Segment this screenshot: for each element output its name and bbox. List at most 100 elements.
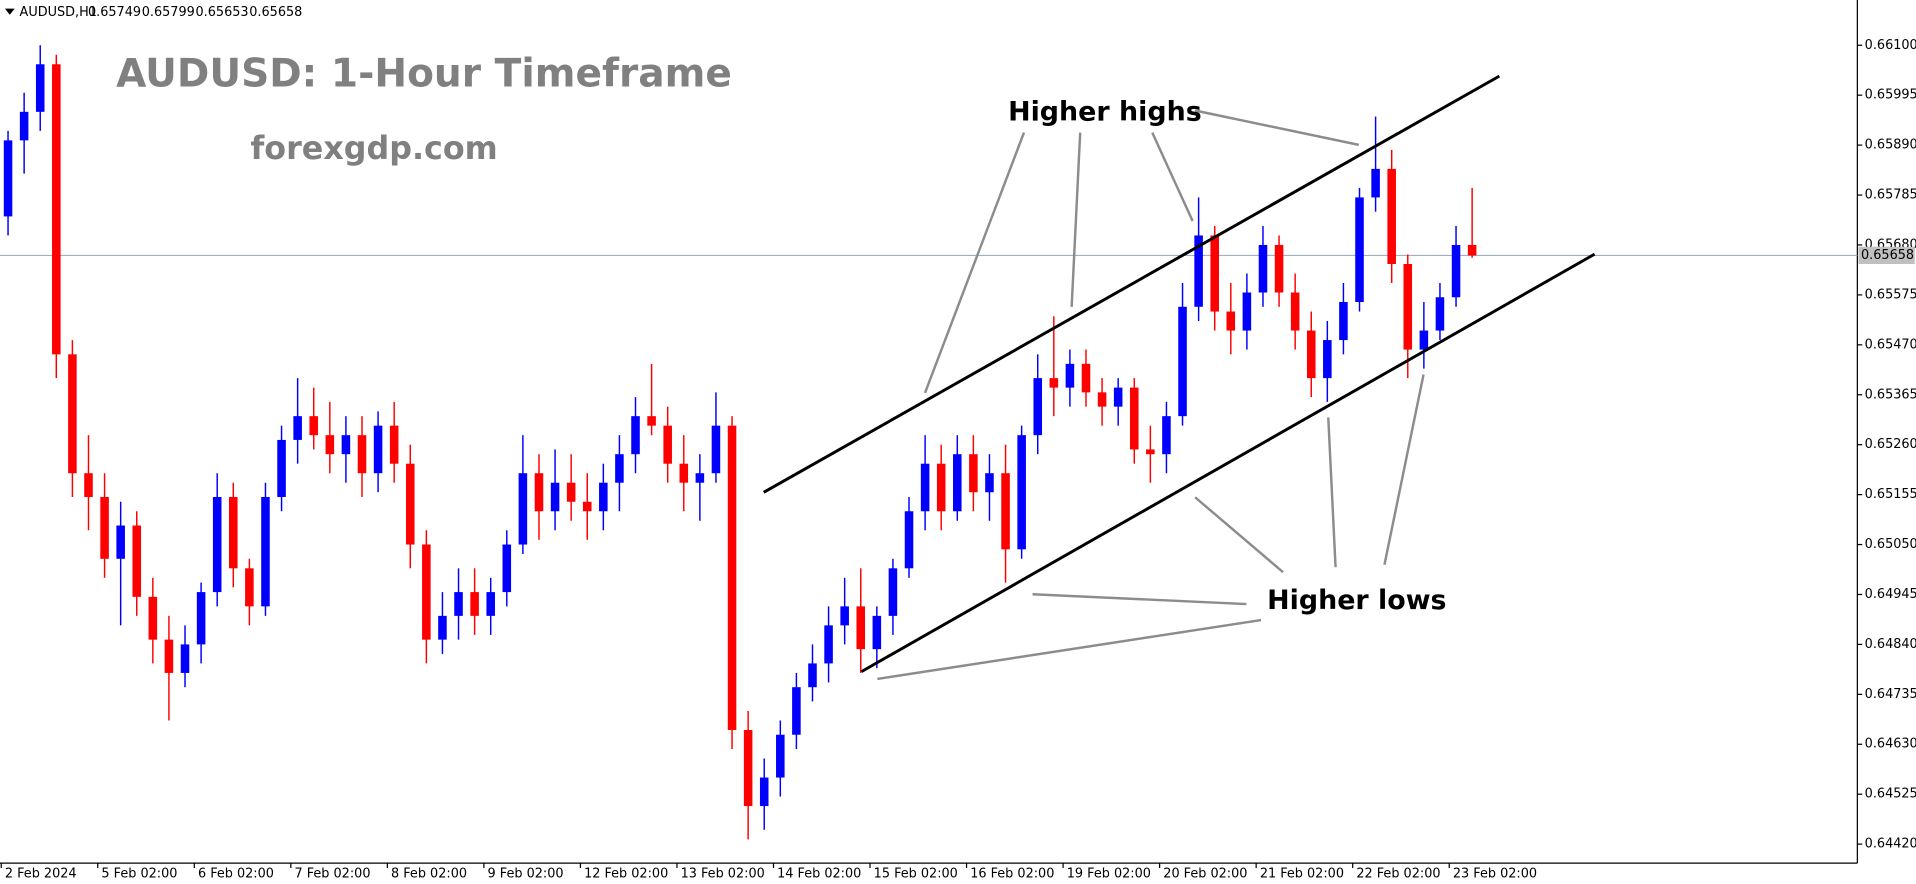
candle-body <box>1339 302 1348 341</box>
y-tick-label: 0.65785 <box>1865 188 1916 203</box>
candle-body <box>566 482 576 502</box>
candle-body <box>84 473 93 497</box>
x-tick-label: 6 Feb 02:00 <box>198 867 274 882</box>
plot-area <box>0 45 1858 840</box>
candle-body <box>341 435 351 455</box>
candle-body <box>405 463 415 545</box>
candle-body <box>1355 197 1364 303</box>
candle-body <box>1435 297 1445 331</box>
pointer <box>1151 132 1194 222</box>
annotation: Higher highs <box>1008 96 1202 127</box>
x-tick-label: 2 Feb 2024 <box>5 867 77 882</box>
candle-body <box>727 425 737 730</box>
candle-body <box>245 568 254 607</box>
y-tick-label: 0.64420 <box>1865 837 1916 852</box>
candle-body <box>325 435 335 455</box>
pointer <box>877 618 1262 681</box>
candle-body <box>100 496 109 559</box>
candle-body <box>1129 387 1139 450</box>
candle-body <box>1049 378 1059 388</box>
header-value: 0.65658 <box>249 5 302 20</box>
candle-body <box>35 64 45 112</box>
x-tick-label: 23 Feb 02:00 <box>1453 867 1537 882</box>
x-tick-label: 16 Feb 02:00 <box>970 867 1054 882</box>
x-tick-label: 14 Feb 02:00 <box>777 867 861 882</box>
candle-body <box>1403 263 1413 350</box>
x-tick-label: 15 Feb 02:00 <box>874 867 958 882</box>
candle-body <box>1290 292 1300 331</box>
candle-body <box>888 568 898 616</box>
pointer <box>1194 496 1284 574</box>
candle-body <box>261 496 270 607</box>
candle-body <box>920 463 930 512</box>
candle-body <box>116 525 125 559</box>
candle-body <box>647 416 656 426</box>
chart-title: AUDUSD: 1-Hour Timeframe <box>116 52 732 97</box>
candle-body <box>52 64 61 355</box>
x-tick-label: 5 Feb 02:00 <box>101 867 177 882</box>
candle-body <box>1323 340 1332 379</box>
candle-body <box>1081 363 1091 393</box>
candle-body <box>1467 244 1477 256</box>
y-tick-label: 0.64945 <box>1865 587 1916 602</box>
y-tick-label: 0.65155 <box>1865 487 1916 502</box>
candle-body <box>518 473 528 545</box>
candle-body <box>599 482 608 512</box>
y-tick-label: 0.64735 <box>1865 687 1916 702</box>
x-tick-label: 13 Feb 02:00 <box>681 867 765 882</box>
candle-body <box>1419 330 1429 350</box>
pointer <box>1194 109 1360 147</box>
candle-body <box>615 454 624 483</box>
y-tick-label: 0.64840 <box>1865 637 1916 652</box>
x-tick-label: 7 Feb 02:00 <box>294 867 370 882</box>
y-tick-label: 0.65575 <box>1865 287 1916 302</box>
x-tick-label: 9 Feb 02:00 <box>488 867 564 882</box>
candle-body <box>856 606 866 650</box>
candle-body <box>373 425 383 474</box>
candle-body <box>550 482 560 512</box>
header-value: 0.65653 <box>196 5 249 20</box>
candle-body <box>1451 244 1461 298</box>
candle-body <box>470 592 479 616</box>
candle-body <box>872 615 882 650</box>
candle-body <box>502 544 512 593</box>
symbol-label: AUDUSD,H1 <box>20 5 97 20</box>
candle-body <box>1065 363 1075 388</box>
candle-body <box>1113 387 1123 407</box>
candle-body <box>1226 311 1236 331</box>
candle-body <box>663 425 672 464</box>
y-tick-label: 0.64630 <box>1865 737 1916 752</box>
candle-body <box>1210 235 1219 312</box>
candle-body <box>68 354 77 474</box>
symbol-menu-icon[interactable] <box>4 8 15 15</box>
candle-body <box>1306 330 1316 379</box>
candle-body <box>132 525 142 597</box>
annotation: Higher lows <box>1267 585 1446 616</box>
candle-body <box>180 644 190 673</box>
candle-body <box>389 425 399 464</box>
candle-body <box>3 140 13 217</box>
candle-body <box>19 111 29 141</box>
pointer <box>923 132 1026 394</box>
pointer <box>1327 417 1337 568</box>
candle-body <box>792 687 801 735</box>
candle-body <box>904 511 914 569</box>
current-price-box <box>1858 246 1915 265</box>
candle-body <box>582 501 592 512</box>
candle-body <box>293 416 302 440</box>
x-tick-label: 19 Feb 02:00 <box>1067 867 1151 882</box>
candle-body <box>1258 244 1268 293</box>
candle-body <box>1387 168 1396 264</box>
y-tick-label: 0.65260 <box>1865 437 1916 452</box>
candle-body <box>1371 168 1380 198</box>
candle-body <box>936 463 946 512</box>
candle-body <box>1001 473 1010 550</box>
y-tick-label: 0.65470 <box>1865 337 1916 352</box>
candle-body <box>743 729 753 807</box>
candle-body <box>969 454 978 493</box>
candle-body <box>679 463 689 483</box>
x-tick-label: 21 Feb 02:00 <box>1260 867 1344 882</box>
candle-body <box>164 639 174 673</box>
candle-body <box>759 777 769 807</box>
